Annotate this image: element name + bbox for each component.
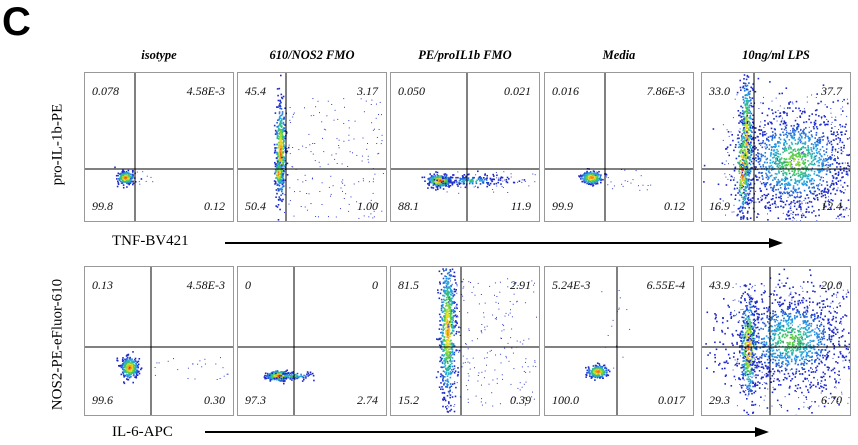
quadrant-tl: 81.5 bbox=[398, 278, 419, 292]
quadrant-bl: 15.2 bbox=[398, 393, 419, 407]
plot-row2-nos2-fmo: 0 0 97.3 2.74 bbox=[237, 266, 387, 416]
dot-plot-row1-isotype bbox=[85, 73, 233, 221]
quadrant-tr: 6.55E-4 bbox=[646, 278, 685, 292]
column-title-nos2-fmo: 610/NOS2 FMO bbox=[269, 48, 355, 62]
dot-plot-row2-media bbox=[545, 267, 693, 415]
quadrant-tl: 0.078 bbox=[92, 84, 119, 98]
quadrant-tl: 33.0 bbox=[709, 84, 730, 98]
quadrant-br: 11.9 bbox=[510, 199, 531, 213]
quadrant-tr: 4.58E-3 bbox=[186, 278, 225, 292]
quadrant-bl: 97.3 bbox=[245, 393, 266, 407]
quadrant-br: 0.30 bbox=[204, 393, 225, 407]
quadrant-tl: 0.016 bbox=[552, 84, 579, 98]
plot-row2-isotype: 0.13 4.58E-3 99.6 0.30 bbox=[84, 266, 234, 416]
column-title-lps: 10ng/ml LPS bbox=[742, 48, 810, 62]
quadrant-tl: 45.4 bbox=[245, 84, 266, 98]
quadrant-br: 0.017 bbox=[658, 393, 685, 407]
plot-row2-media: 5.24E-3 6.55E-4 100.0 0.017 bbox=[544, 266, 694, 416]
column-title-proil1b-fmo: PE/proIL1b FMO bbox=[418, 48, 512, 62]
dot-plot-row2-proil1b-fmo bbox=[391, 267, 539, 415]
quadrant-tr: 37.7 bbox=[821, 84, 842, 98]
row2-xlabel: IL-6-APC bbox=[112, 424, 173, 440]
panel-letter: C bbox=[2, 0, 31, 44]
quadrant-bl: 88.1 bbox=[398, 199, 419, 213]
quadrant-tl: 43.9 bbox=[709, 278, 730, 292]
quadrant-tr: 20.0 bbox=[821, 278, 842, 292]
quadrant-tr: 0.021 bbox=[504, 84, 531, 98]
quadrant-br: 2.74 bbox=[357, 393, 378, 407]
plot-row2-lps: 43.9 20.0 29.3 6.70 bbox=[701, 266, 851, 416]
quadrant-br: 1.00 bbox=[357, 199, 378, 213]
quadrant-tl: 5.24E-3 bbox=[552, 278, 591, 292]
quadrant-tr: 7.86E-3 bbox=[646, 84, 685, 98]
quadrant-bl: 29.3 bbox=[709, 393, 730, 407]
dot-plot-row1-media bbox=[545, 73, 693, 221]
dot-plot-row2-isotype bbox=[85, 267, 233, 415]
plot-row1-proil1b-fmo: 0.050 0.021 88.1 11.9 bbox=[390, 72, 540, 222]
quadrant-br: 6.70 bbox=[821, 393, 842, 407]
quadrant-bl: 99.6 bbox=[92, 393, 113, 407]
row2-axis-arrow bbox=[205, 427, 769, 437]
dot-plot-row2-nos2-fmo bbox=[238, 267, 386, 415]
quadrant-bl: 50.4 bbox=[245, 199, 266, 213]
quadrant-bl: 16.9 bbox=[709, 199, 730, 213]
row1-ylabel: pro-IL-1b-PE bbox=[49, 103, 66, 186]
plot-row1-nos2-fmo: 45.4 3.17 50.4 1.00 bbox=[237, 72, 387, 222]
plot-row1-lps: 33.0 37.7 16.9 12.4 bbox=[701, 72, 851, 222]
row1-xlabel: TNF-BV421 bbox=[112, 233, 189, 249]
quadrant-tr: 4.58E-3 bbox=[186, 84, 225, 98]
plot-row2-proil1b-fmo: 81.5 2.91 15.2 0.39 bbox=[390, 266, 540, 416]
row2-ylabel: NOS2-PE-eFluor-610 bbox=[49, 278, 66, 411]
column-title-media: Media bbox=[602, 48, 636, 62]
quadrant-bl: 100.0 bbox=[552, 393, 579, 407]
dot-plot-row1-nos2-fmo bbox=[238, 73, 386, 221]
quadrant-tr: 2.91 bbox=[510, 278, 531, 292]
quadrant-bl: 99.8 bbox=[92, 199, 113, 213]
plot-row1-isotype: 0.078 4.58E-3 99.8 0.12 bbox=[84, 72, 234, 222]
column-title-isotype: isotype bbox=[141, 48, 177, 62]
dot-plot-row1-lps bbox=[702, 73, 850, 221]
quadrant-br: 0.12 bbox=[664, 199, 685, 213]
quadrant-tr: 0 bbox=[372, 278, 378, 292]
quadrant-bl: 99.9 bbox=[552, 199, 573, 213]
quadrant-br: 0.39 bbox=[510, 393, 531, 407]
quadrant-tl: 0.050 bbox=[398, 84, 425, 98]
quadrant-tl: 0 bbox=[245, 278, 251, 292]
quadrant-tl: 0.13 bbox=[92, 278, 113, 292]
quadrant-br: 12.4 bbox=[821, 199, 842, 213]
dot-plot-row2-lps bbox=[702, 267, 850, 415]
quadrant-tr: 3.17 bbox=[357, 84, 378, 98]
quadrant-br: 0.12 bbox=[204, 199, 225, 213]
dot-plot-row1-proil1b-fmo bbox=[391, 73, 539, 221]
row1-axis-arrow bbox=[225, 238, 783, 248]
plot-row1-media: 0.016 7.86E-3 99.9 0.12 bbox=[544, 72, 694, 222]
